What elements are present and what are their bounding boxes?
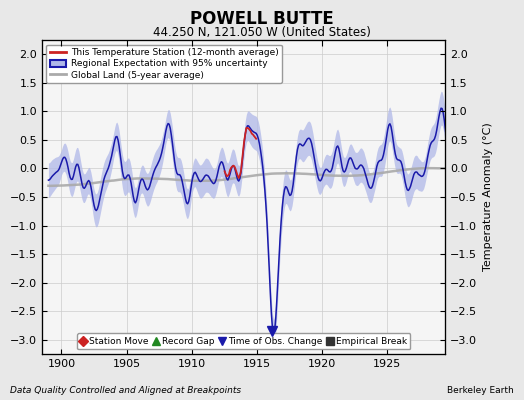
Text: 44.250 N, 121.050 W (United States): 44.250 N, 121.050 W (United States) [153, 26, 371, 39]
Text: POWELL BUTTE: POWELL BUTTE [190, 10, 334, 28]
Y-axis label: Temperature Anomaly (°C): Temperature Anomaly (°C) [483, 123, 493, 271]
Text: Data Quality Controlled and Aligned at Breakpoints: Data Quality Controlled and Aligned at B… [10, 386, 242, 395]
Legend: Station Move, Record Gap, Time of Obs. Change, Empirical Break: Station Move, Record Gap, Time of Obs. C… [77, 333, 410, 350]
Text: Berkeley Earth: Berkeley Earth [447, 386, 514, 395]
